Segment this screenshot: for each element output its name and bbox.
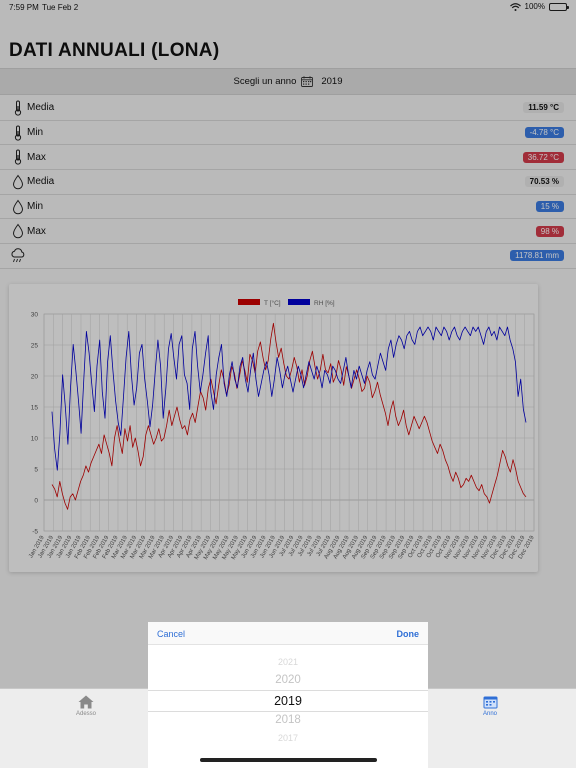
home-indicator <box>200 758 377 762</box>
stats-list: Media 11.59 °C Min -4.78 °C Max 36.72 °C… <box>0 96 576 269</box>
status-bar: 7:59 PM Tue Feb 2 100% <box>0 0 576 16</box>
stat-value: 70.53 % <box>524 176 564 188</box>
stat-label: Min <box>27 201 44 213</box>
chart-svg: -50510152025300102030405060708090100Jan … <box>28 299 536 561</box>
stat-value: 11.59 °C <box>523 102 564 114</box>
year-selector[interactable]: Scegli un anno 2019 <box>0 68 576 95</box>
annual-chart: -50510152025300102030405060708090100Jan … <box>9 284 538 572</box>
stat-value: 98 % <box>535 225 564 237</box>
drop-icon <box>12 224 24 239</box>
tab-anno[interactable]: Anno <box>460 695 520 717</box>
y-tick-left: -5 <box>32 529 38 536</box>
cancel-button[interactable]: Cancel <box>157 629 186 639</box>
y-tick-left: 30 <box>31 312 39 319</box>
legend-label: RH [%] <box>314 300 335 307</box>
y-tick-left: 5 <box>34 467 38 474</box>
stat-row-rh-mean: Media 70.53 % <box>0 170 576 195</box>
tab-label: Adesso <box>75 711 96 717</box>
page-title: DATI ANNUALI (LONA) <box>9 40 220 61</box>
year-selector-label: Scegli un anno <box>233 76 297 87</box>
stat-row-temp-min: Min -4.78 °C <box>0 121 576 146</box>
legend-swatch <box>288 299 310 305</box>
year-picker: Cancel Done 2021 2020 2019 2018 2017 <box>148 622 428 768</box>
series-line-temperature <box>51 322 527 510</box>
drop-icon <box>12 199 24 215</box>
stat-row-temp-mean: Media 11.59 °C <box>0 96 576 121</box>
home-icon <box>78 695 94 709</box>
stat-value: 1178.81 mm <box>510 250 564 262</box>
stat-row-rain: 1178.81 mm <box>0 244 576 269</box>
drop-icon <box>12 174 24 190</box>
thermometer-icon <box>14 149 22 165</box>
thermometer-icon <box>14 125 22 141</box>
stat-value: -4.78 °C <box>524 127 564 139</box>
selection-band <box>148 690 428 712</box>
status-right: 100% <box>509 2 569 11</box>
calendar-icon[interactable] <box>301 76 314 87</box>
year-wheel[interactable]: 2021 2020 2019 2018 2017 <box>148 645 428 768</box>
status-time: 7:59 PM <box>9 3 39 12</box>
stat-row-rh-max: Max 98 % <box>0 219 576 245</box>
y-tick-left: 10 <box>31 436 39 443</box>
year-option[interactable]: 2020 <box>275 674 301 686</box>
stat-label: Min <box>27 127 44 139</box>
y-tick-left: 20 <box>31 374 39 381</box>
stat-row-rh-min: Min 15 % <box>0 195 576 220</box>
rain-cloud-icon <box>11 248 25 263</box>
year-option[interactable]: 2021 <box>277 657 299 667</box>
stat-row-temp-max: Max 36.72 °C <box>0 145 576 171</box>
legend-label: T [°C] <box>264 299 281 307</box>
status-date: Tue Feb 2 <box>42 3 79 12</box>
battery-icon <box>549 2 569 11</box>
year-option[interactable]: 2018 <box>275 714 301 726</box>
picker-toolbar: Cancel Done <box>148 622 428 645</box>
thermometer-icon <box>14 100 22 116</box>
year-option-selected[interactable]: 2019 <box>274 694 302 708</box>
stat-value: 36.72 °C <box>522 151 564 163</box>
y-tick-left: 0 <box>34 498 38 505</box>
stat-label: Media <box>27 102 55 114</box>
y-tick-left: 25 <box>31 343 39 350</box>
wifi-icon <box>509 2 521 11</box>
done-button[interactable]: Done <box>396 629 420 639</box>
calendar-icon <box>483 696 497 709</box>
tab-label: Anno <box>482 711 497 717</box>
series-line-humidity <box>51 326 527 471</box>
year-option[interactable]: 2017 <box>277 733 299 743</box>
y-tick-left: 15 <box>31 405 39 412</box>
stat-value: 15 % <box>535 201 564 213</box>
battery-percent: 100% <box>524 2 545 11</box>
plot-frame <box>43 313 535 532</box>
year-selector-value[interactable]: 2019 <box>321 76 343 87</box>
stat-label: Max <box>27 225 46 237</box>
tab-adesso[interactable]: Adesso <box>56 695 116 717</box>
stat-label: Media <box>27 176 55 188</box>
stat-label: Max <box>27 151 46 163</box>
legend-swatch <box>238 299 260 305</box>
